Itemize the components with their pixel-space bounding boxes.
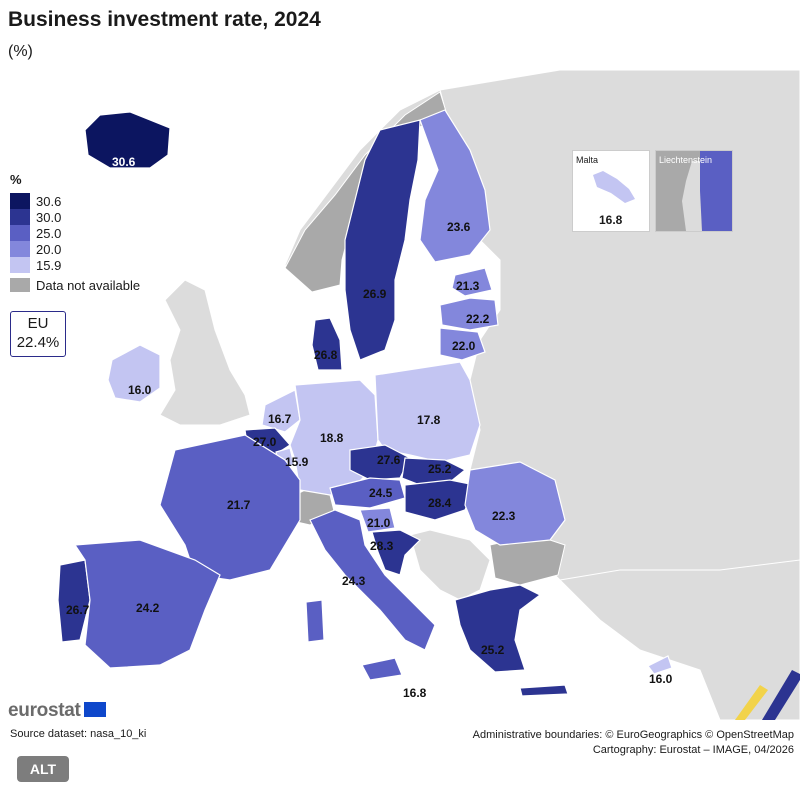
netherlands-shape [261, 389, 301, 433]
boundaries-credit: Administrative boundaries: © EuroGeograp… [472, 729, 794, 741]
legend-swatch [10, 241, 30, 257]
hungary-shape [404, 479, 476, 521]
label-ireland: 16.0 [128, 383, 152, 397]
label-latvia: 22.2 [466, 312, 490, 326]
legend-title: % [10, 172, 22, 187]
eurostat-logo: eurostat [8, 700, 106, 722]
credits: Administrative boundaries: © EuroGeograp… [473, 728, 794, 758]
source-dataset: Source dataset: nasa_10_ki [10, 728, 147, 740]
legend-swatch [10, 257, 30, 273]
legend-row: 25.0 [10, 225, 140, 241]
legend-row: 30.0 [10, 209, 140, 225]
croatia-shape [371, 529, 422, 576]
romania-shape [464, 461, 566, 546]
legend-label: 30.6 [36, 193, 62, 209]
label-belgium: 27.0 [253, 435, 277, 449]
label-finland: 23.6 [447, 220, 471, 234]
inset-liechtenstein: Liechtenstein [655, 150, 733, 232]
label-spain: 24.2 [136, 601, 160, 615]
legend-swatch [10, 193, 30, 209]
sweden-shape [344, 119, 421, 361]
label-hungary: 28.4 [428, 496, 452, 510]
cyprus-shape [647, 655, 673, 675]
eu-average-box: EU 22.4% [10, 311, 66, 357]
france-shape [159, 434, 301, 581]
balkans-non-eu [409, 529, 491, 601]
legend-swatch [10, 225, 30, 241]
lithuania-shape [439, 327, 486, 361]
legend-label: 30.0 [36, 209, 62, 225]
label-france: 21.7 [227, 498, 251, 512]
map-title: Business investment rate, 2024 [8, 8, 321, 31]
legend-label: Data not available [36, 277, 141, 293]
legend-row-not-available: Data not available [10, 277, 140, 293]
label-sweden: 26.9 [363, 287, 387, 301]
iceland-shape [84, 111, 171, 169]
country-labels: 30.6 23.6 26.9 21.3 22.2 22.0 26.8 16.0 … [66, 155, 673, 700]
legend-row: 30.6 [10, 193, 140, 209]
alt-button[interactable]: ALT [17, 756, 69, 782]
legend-swatch [10, 278, 30, 292]
label-netherlands: 16.7 [268, 412, 292, 426]
label-croatia: 28.3 [370, 539, 394, 553]
ireland-shape [107, 344, 161, 403]
finland-shape [419, 109, 491, 263]
label-czechia: 27.6 [377, 453, 401, 467]
czechia-shape [349, 444, 411, 481]
legend-label: 25.0 [36, 225, 62, 241]
map-subtitle: (%) [8, 43, 33, 60]
label-luxembourg: 15.9 [285, 455, 309, 469]
label-estonia: 21.3 [456, 279, 480, 293]
malta-map [593, 171, 635, 203]
turkey-land [558, 559, 800, 720]
sardinia-shape [305, 599, 325, 643]
europe-map: 30.6 23.6 26.9 21.3 22.2 22.0 26.8 16.0 … [57, 70, 800, 720]
eu-countries [57, 109, 673, 697]
legend-row: 15.9 [10, 257, 140, 273]
italy-shape [309, 509, 436, 651]
label-germany: 18.8 [320, 431, 344, 445]
poland-shape [374, 361, 481, 463]
legend-label: 20.0 [36, 241, 62, 257]
image-corner-mark [735, 670, 800, 720]
inset-malta-value: 16.8 [599, 213, 623, 227]
legend-row: 20.0 [10, 241, 140, 257]
label-romania: 22.3 [492, 509, 516, 523]
label-denmark: 26.8 [314, 348, 338, 362]
label-cyprus: 16.0 [649, 672, 673, 686]
latvia-shape [439, 297, 499, 331]
label-iceland: 30.6 [112, 155, 136, 169]
crete-shape [519, 684, 569, 697]
portugal-shape [57, 559, 91, 643]
label-austria: 24.5 [369, 486, 393, 500]
greece-shape [454, 584, 542, 673]
label-malta: 16.8 [403, 686, 427, 700]
legend-label: 15.9 [36, 257, 62, 273]
label-slovenia: 21.0 [367, 516, 391, 530]
inset-liechtenstein-name: Liechtenstein [659, 155, 713, 165]
estonia-shape [451, 267, 493, 297]
inset-malta-name: Malta [576, 155, 599, 165]
label-poland: 17.8 [417, 413, 441, 427]
label-portugal: 26.7 [66, 603, 90, 617]
cartography-credit: Cartography: Eurostat – IMAGE, 04/2026 [592, 744, 794, 756]
label-lithuania: 22.0 [452, 339, 476, 353]
eu-value: 22.4% [16, 334, 60, 351]
spain-shape [73, 539, 221, 669]
eu-flag-icon [83, 702, 106, 717]
liechtenstein-map [682, 151, 732, 231]
logo-text: eurostat [8, 700, 81, 721]
label-greece: 25.2 [481, 643, 505, 657]
legend-swatch [10, 209, 30, 225]
uk-land [159, 279, 251, 426]
label-italy: 24.3 [342, 574, 366, 588]
eu-label: EU [27, 315, 49, 332]
denmark-shape [311, 317, 343, 371]
label-slovakia: 25.2 [428, 462, 452, 476]
legend: % 30.6 30.0 25.0 20.0 15.9 Data not avai… [10, 172, 140, 293]
inset-malta: Malta 16.8 [572, 150, 650, 232]
slovenia-shape [359, 507, 396, 533]
sicily-shape [361, 657, 403, 681]
